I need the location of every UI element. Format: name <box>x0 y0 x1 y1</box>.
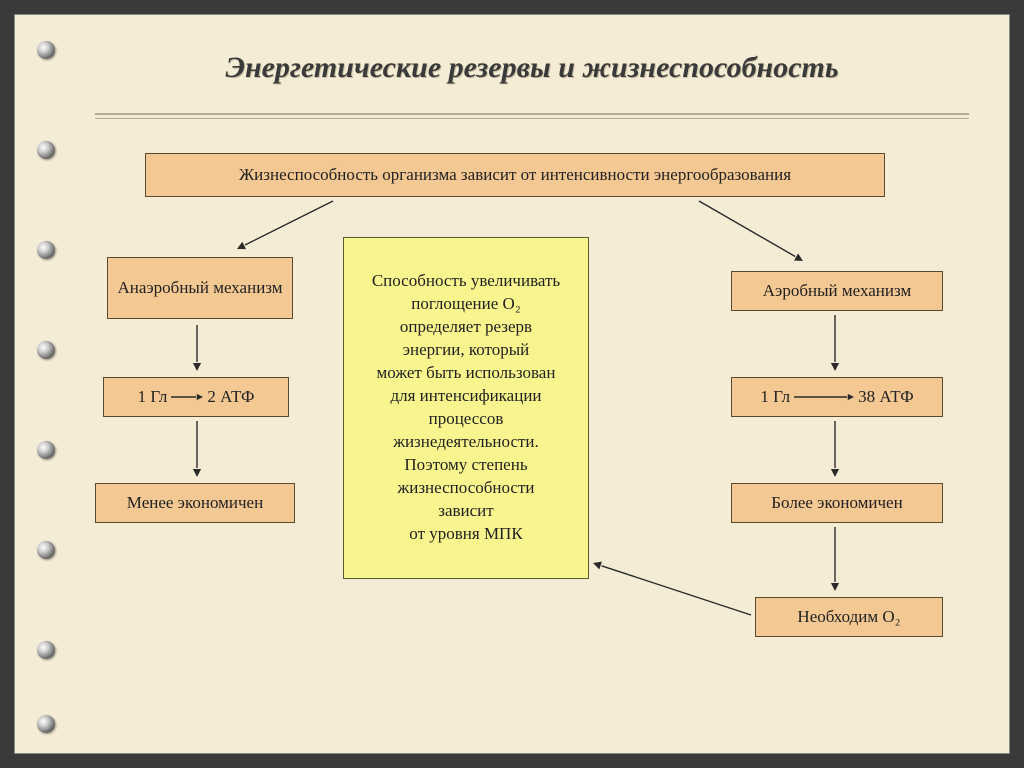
atp-right-from: 1 Гл <box>760 386 790 407</box>
arrow-icon <box>790 391 858 403</box>
box-left1-text: Анаэробный механизм <box>117 277 282 298</box>
presentation-frame: Энергетические резервы и жизнеспособност… <box>0 0 1024 768</box>
box-anaerobic-atp: 1 Гл 2 АТФ <box>103 377 289 417</box>
box-requires-o2: Необходим О₂ <box>755 597 943 637</box>
slide-title: Энергетические резервы и жизнеспособност… <box>95 51 969 85</box>
box-viability-depends: Жизнеспособность организма зависит от ин… <box>145 153 885 197</box>
atp-right-to: 38 АТФ <box>858 386 913 407</box>
box-top-text: Жизнеспособность организма зависит от ин… <box>239 164 791 185</box>
box-aerobic-atp: 1 Гл 38 АТФ <box>731 377 943 417</box>
title-underline-2 <box>95 118 969 119</box>
box-right3-text: Более экономичен <box>771 492 902 513</box>
box-right1-text: Аэробный механизм <box>763 280 911 301</box>
box-less-economical: Менее экономичен <box>95 483 295 523</box>
box-anaerobic-mechanism: Анаэробный механизм <box>107 257 293 319</box>
atp-left-to: 2 АТФ <box>207 386 254 407</box>
arrow-icon <box>167 391 207 403</box>
title-underline-1 <box>95 113 969 115</box>
center-text: Способность увеличиватьпоглощение О₂опре… <box>372 270 560 545</box>
box-more-economical: Более экономичен <box>731 483 943 523</box>
box-left3-text: Менее экономичен <box>127 492 263 513</box>
box-center-description: Способность увеличиватьпоглощение О₂опре… <box>343 237 589 579</box>
box-aerobic-mechanism: Аэробный механизм <box>731 271 943 311</box>
slide-canvas: Энергетические резервы и жизнеспособност… <box>14 14 1010 754</box>
box-right4-text: Необходим О₂ <box>797 606 900 627</box>
atp-left-from: 1 Гл <box>138 386 168 407</box>
